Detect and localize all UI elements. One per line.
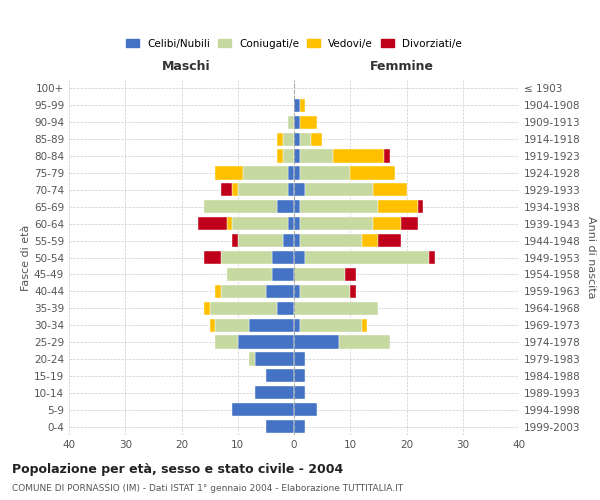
Bar xyxy=(294,116,299,129)
Bar xyxy=(384,150,389,162)
Bar xyxy=(289,166,294,179)
Bar xyxy=(299,217,373,230)
Bar xyxy=(299,284,350,298)
Bar xyxy=(227,217,232,230)
Bar xyxy=(361,234,379,247)
Bar xyxy=(289,116,294,129)
Text: Femmine: Femmine xyxy=(370,60,434,73)
Bar xyxy=(277,132,283,146)
Bar xyxy=(232,184,238,196)
Bar xyxy=(294,369,305,382)
Bar xyxy=(299,234,361,247)
Bar xyxy=(232,234,238,247)
Bar xyxy=(294,99,299,112)
Bar xyxy=(271,268,294,281)
Bar xyxy=(299,116,317,129)
Bar xyxy=(254,352,294,366)
Bar xyxy=(254,386,294,400)
Bar xyxy=(429,251,434,264)
Bar xyxy=(361,318,367,332)
Bar xyxy=(266,284,294,298)
Bar xyxy=(221,251,271,264)
Bar xyxy=(334,150,384,162)
Bar xyxy=(232,403,294,416)
Bar xyxy=(294,302,379,315)
Bar xyxy=(238,336,294,348)
Text: COMUNE DI PORNASSIO (IM) - Dati ISTAT 1° gennaio 2004 - Elaborazione TUTTITALIA.: COMUNE DI PORNASSIO (IM) - Dati ISTAT 1°… xyxy=(12,484,403,493)
Bar xyxy=(294,200,299,213)
Text: Popolazione per età, sesso e stato civile - 2004: Popolazione per età, sesso e stato civil… xyxy=(12,462,343,475)
Bar xyxy=(215,166,244,179)
Bar xyxy=(221,284,266,298)
Bar xyxy=(418,200,424,213)
Bar xyxy=(299,150,334,162)
Bar xyxy=(204,251,221,264)
Bar xyxy=(294,251,305,264)
Bar xyxy=(283,150,294,162)
Bar xyxy=(350,166,395,179)
Bar xyxy=(294,166,299,179)
Bar xyxy=(311,132,322,146)
Bar xyxy=(266,420,294,433)
Bar xyxy=(350,284,356,298)
Bar xyxy=(294,150,299,162)
Bar xyxy=(277,150,283,162)
Bar xyxy=(379,200,418,213)
Bar xyxy=(294,234,299,247)
Bar xyxy=(199,217,227,230)
Bar xyxy=(238,234,283,247)
Bar xyxy=(238,184,289,196)
Bar xyxy=(249,318,294,332)
Bar xyxy=(215,318,249,332)
Bar xyxy=(299,166,350,179)
Bar xyxy=(299,132,311,146)
Bar xyxy=(294,386,305,400)
Bar xyxy=(249,352,254,366)
Bar xyxy=(299,200,379,213)
Bar xyxy=(299,99,305,112)
Bar xyxy=(244,166,289,179)
Bar xyxy=(294,336,339,348)
Bar xyxy=(294,420,305,433)
Bar xyxy=(227,268,271,281)
Bar xyxy=(283,234,294,247)
Bar xyxy=(204,302,209,315)
Y-axis label: Anni di nascita: Anni di nascita xyxy=(586,216,596,298)
Bar xyxy=(401,217,418,230)
Bar xyxy=(289,184,294,196)
Bar xyxy=(266,369,294,382)
Bar xyxy=(215,284,221,298)
Bar xyxy=(305,251,429,264)
Bar xyxy=(277,200,294,213)
Bar xyxy=(215,336,238,348)
Bar xyxy=(221,184,232,196)
Bar xyxy=(294,217,299,230)
Bar xyxy=(204,200,277,213)
Bar xyxy=(232,217,289,230)
Bar xyxy=(299,318,361,332)
Bar xyxy=(294,184,305,196)
Bar xyxy=(294,132,299,146)
Bar xyxy=(294,352,305,366)
Bar xyxy=(379,234,401,247)
Bar xyxy=(277,302,294,315)
Bar xyxy=(344,268,356,281)
Bar xyxy=(294,318,299,332)
Bar xyxy=(271,251,294,264)
Bar xyxy=(283,132,294,146)
Bar xyxy=(373,217,401,230)
Bar xyxy=(373,184,407,196)
Bar xyxy=(294,403,317,416)
Text: Maschi: Maschi xyxy=(161,60,211,73)
Bar xyxy=(339,336,389,348)
Bar xyxy=(209,318,215,332)
Bar xyxy=(294,268,344,281)
Bar xyxy=(209,302,277,315)
Legend: Celibi/Nubili, Coniugati/e, Vedovi/e, Divorziati/e: Celibi/Nubili, Coniugati/e, Vedovi/e, Di… xyxy=(123,36,465,52)
Bar xyxy=(305,184,373,196)
Bar xyxy=(294,284,299,298)
Bar xyxy=(289,217,294,230)
Y-axis label: Fasce di età: Fasce di età xyxy=(21,224,31,290)
